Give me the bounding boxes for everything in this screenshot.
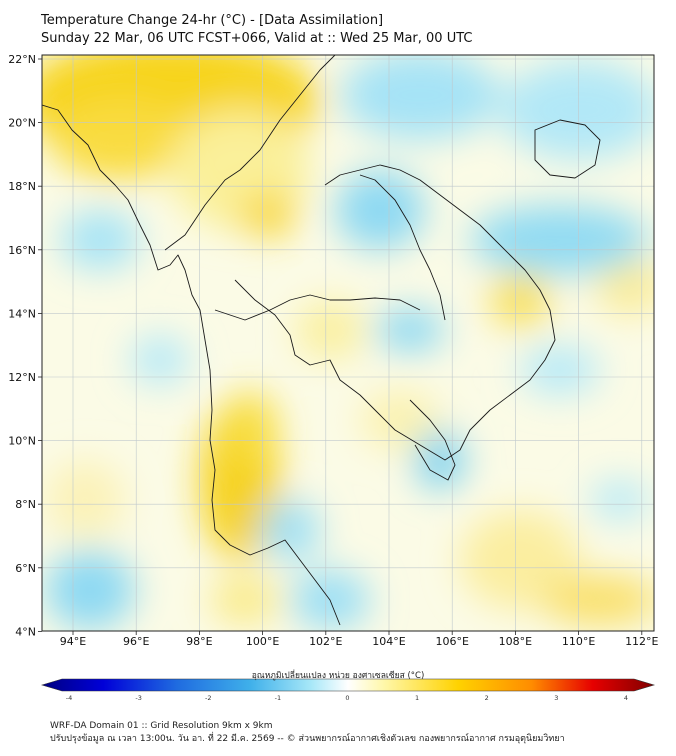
colorbar-tick-label: -3 — [135, 694, 141, 702]
lat-tick-label: 20°N — [8, 117, 36, 130]
lat-tick-label: 16°N — [8, 244, 36, 257]
map-frame — [41, 54, 655, 632]
lon-tick-label: 104°E — [372, 635, 405, 648]
colorbar-tick-label: 1 — [415, 694, 419, 702]
colorbar-tick-label: 0 — [345, 694, 349, 702]
lat-tick-label: 18°N — [8, 180, 36, 193]
colorbar-tick-label: 2 — [485, 694, 489, 702]
lon-tick-label: 98°E — [186, 635, 212, 648]
lon-tick-label: 110°E — [562, 635, 595, 648]
lon-tick-label: 108°E — [499, 635, 532, 648]
coastline-borders — [42, 55, 601, 626]
temperature-field — [42, 55, 654, 631]
lat-tick-label: 4°N — [15, 625, 36, 638]
longitude-labels: 94°E 96°E 98°E 100°E 102°E 104°E 106°E 108°E 110… — [60, 631, 659, 648]
colorbar-tick-label: -4 — [66, 694, 72, 702]
lat-tick-label: 6°N — [15, 562, 36, 575]
colorbar-tick-label: 3 — [554, 694, 558, 702]
lat-lon-grid — [42, 55, 654, 631]
colorbar-bar — [40, 678, 656, 692]
lon-tick-label: 100°E — [246, 635, 279, 648]
colorbar-tick-label: -1 — [275, 694, 281, 702]
lon-tick-label: 106°E — [435, 635, 468, 648]
colorbar-tick-label: 4 — [624, 694, 628, 702]
latitude-labels: 22°N 20°N 18°N 16°N 14°N 12°N 10°N 8°N 6°N 4°N — [8, 53, 42, 638]
lon-tick-label: 102°E — [309, 635, 342, 648]
lon-tick-label: 94°E — [60, 635, 86, 648]
colorbar-label: อุณหภูมิเปลี่ยนแปลง หน่วย องศาเซลเซียส (… — [251, 671, 425, 681]
lat-tick-label: 12°N — [8, 371, 36, 384]
lon-tick-label: 112°E — [625, 635, 658, 648]
footer-update-info: ปรับปรุงข้อมูล ณ เวลา 13:00น. วัน อา. ที… — [50, 734, 565, 744]
map-title: Temperature Change 24-hr (°C) - [Data As… — [41, 13, 384, 28]
lat-tick-label: 10°N — [8, 435, 36, 448]
colorbar: -4 -3 -2 -1 0 1 2 3 4 — [40, 678, 656, 702]
colorbar-tick-label: -2 — [205, 694, 211, 702]
lat-tick-label: 14°N — [8, 307, 36, 320]
lon-tick-label: 96°E — [123, 635, 149, 648]
footer-model-info: WRF-DA Domain 01 :: Grid Resolution 9km … — [50, 721, 273, 731]
map-subtitle: Sunday 22 Mar, 06 UTC FCST+066, Valid at… — [41, 31, 473, 46]
lat-tick-label: 8°N — [15, 498, 36, 511]
lat-tick-label: 22°N — [8, 53, 36, 66]
